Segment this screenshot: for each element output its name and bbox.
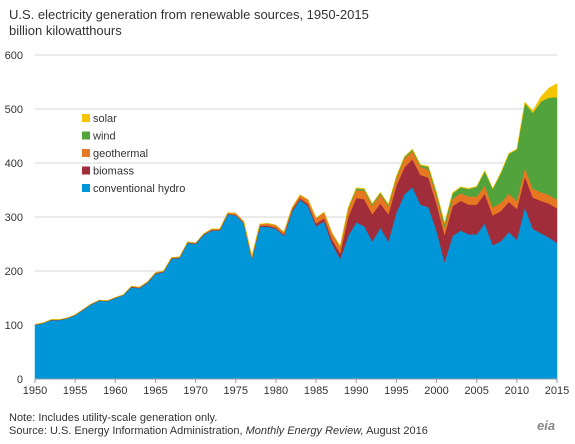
x-tick-label-1980: 1980 — [264, 385, 288, 397]
legend: solar wind geothermal biomass conventional h… — [82, 113, 185, 195]
x-tick-label-1955: 1955 — [63, 385, 87, 397]
legend-label-solar: solar — [93, 113, 117, 125]
y-tick-label-600: 600 — [5, 50, 23, 62]
x-tick-label-2010: 2010 — [505, 385, 529, 397]
y-axis-label: billion kilowatthours — [9, 23, 122, 38]
x-tick-label-2005: 2005 — [464, 385, 488, 397]
legend-swatch-solar — [82, 114, 90, 122]
legend-swatch-geothermal — [82, 149, 90, 157]
axes — [34, 378, 558, 383]
legend-swatch-biomass — [82, 166, 90, 175]
y-tick-label-400: 400 — [5, 158, 23, 170]
x-tick-label-1990: 1990 — [344, 385, 368, 397]
area-solar — [34, 83, 558, 325]
y-tick-label-300: 300 — [5, 212, 23, 224]
x-tick-label-1995: 1995 — [384, 385, 408, 397]
footnote: Note: Includes utility-scale generation … — [9, 412, 218, 424]
x-tick-label-2000: 2000 — [424, 385, 448, 397]
x-tick-label-1960: 1960 — [103, 385, 127, 397]
source-date: August 2016 — [366, 425, 428, 437]
x-tick-label-1970: 1970 — [183, 385, 207, 397]
x-tick-label-1975: 1975 — [224, 385, 248, 397]
legend-swatch-wind — [82, 131, 90, 140]
legend-label-wind: wind — [92, 131, 116, 143]
chart-title: U.S. electricity generation from renewab… — [9, 7, 369, 22]
legend-label-conventional-hydro: conventional hydro — [93, 183, 185, 195]
legend-label-biomass: biomass — [93, 166, 134, 178]
eia-logo: eia — [537, 418, 556, 433]
legend-swatch-conventional-hydro — [82, 184, 90, 192]
x-tick-label-1985: 1985 — [304, 385, 328, 397]
y-tick-label-0: 0 — [17, 374, 23, 386]
x-tick-label-1965: 1965 — [143, 385, 167, 397]
x-tick-label-2015: 2015 — [545, 385, 569, 397]
source-prefix: Source: U.S. Energy Information Administ… — [9, 425, 243, 437]
tick-labels: 0 100 200 300 400 500 600 1950 1955 1960 1965 1970 1… — [5, 50, 570, 397]
x-tick-label-1950: 1950 — [23, 385, 47, 397]
legend-label-geothermal: geothermal — [93, 148, 148, 160]
source-title: Monthly Energy Review, — [245, 425, 364, 437]
source-line: Source: U.S. Energy Information Administ… — [9, 425, 428, 438]
y-tick-label-200: 200 — [5, 266, 23, 278]
stacked-areas — [34, 83, 558, 380]
y-tick-label-100: 100 — [5, 320, 23, 332]
y-tick-label-500: 500 — [5, 104, 23, 116]
